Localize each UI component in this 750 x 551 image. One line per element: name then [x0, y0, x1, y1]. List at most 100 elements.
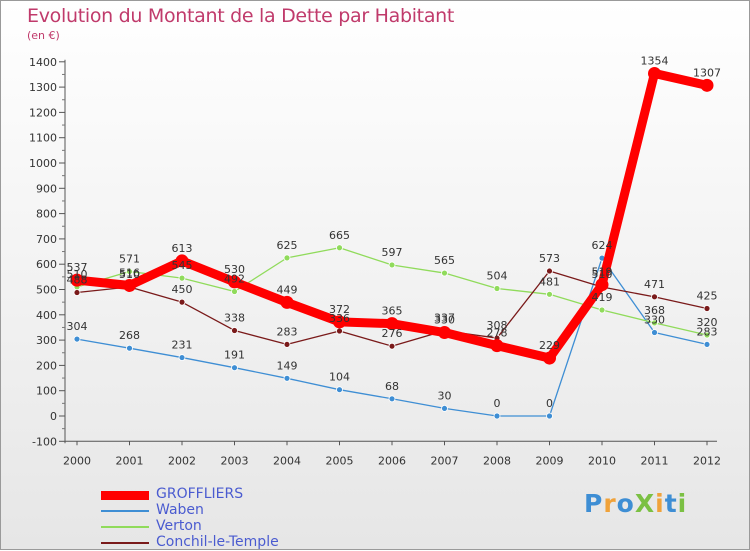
data-label: 68 — [385, 380, 399, 393]
data-label: 229 — [539, 339, 560, 352]
data-point — [231, 327, 238, 334]
data-label: 510 — [592, 268, 613, 281]
y-tick-label: 800 — [36, 208, 57, 221]
x-tick-label: 2012 — [693, 454, 721, 467]
data-label: 276 — [382, 327, 403, 340]
data-point — [648, 66, 661, 80]
data-label: 510 — [67, 268, 88, 281]
legend-label: Conchil-le-Temple — [156, 534, 279, 550]
data-label: 104 — [329, 371, 350, 384]
chart-title: Evolution du Montant de la Dette par Hab… — [27, 5, 455, 27]
x-tick-label: 2007 — [431, 454, 459, 467]
data-label: 565 — [434, 254, 455, 267]
data-label: 320 — [697, 316, 718, 329]
y-tick-label: 0 — [50, 410, 57, 423]
x-tick-label: 2006 — [378, 454, 406, 467]
x-tick-label: 2008 — [483, 454, 511, 467]
data-label: 519 — [592, 266, 613, 279]
data-label: 545 — [172, 259, 193, 272]
data-point — [175, 254, 189, 268]
data-point — [700, 78, 714, 92]
data-point — [70, 273, 84, 287]
data-label: 30 — [438, 389, 452, 402]
data-label: 365 — [382, 305, 403, 318]
y-tick-label: 1000 — [29, 157, 57, 170]
data-point — [336, 244, 343, 252]
data-label: 336 — [329, 312, 350, 325]
y-tick-label: 1300 — [29, 81, 57, 94]
data-label: 268 — [119, 329, 140, 342]
y-tick-label: -100 — [32, 435, 57, 448]
data-point — [283, 374, 291, 382]
data-point — [385, 317, 399, 331]
x-tick-label: 2010 — [588, 454, 616, 467]
data-point — [280, 295, 294, 309]
data-label: 597 — [382, 246, 403, 259]
data-point — [438, 326, 451, 340]
data-label: 338 — [224, 311, 245, 324]
data-label: 372 — [329, 303, 350, 316]
data-point — [388, 261, 396, 269]
data-point — [228, 275, 241, 289]
x-tick-label: 2005 — [326, 454, 354, 467]
data-label: 471 — [644, 278, 665, 291]
y-tick-label: 900 — [36, 182, 57, 195]
x-tick-label: 2002 — [168, 454, 196, 467]
data-point — [73, 289, 81, 296]
data-point — [703, 331, 711, 339]
data-label: 488 — [67, 274, 88, 287]
data-point — [493, 285, 501, 292]
data-label: 231 — [172, 339, 193, 352]
data-point — [123, 278, 136, 292]
data-label: 573 — [539, 252, 560, 265]
data-label: 1354 — [641, 54, 669, 67]
data-point — [73, 335, 81, 343]
y-tick-label: 400 — [36, 309, 57, 322]
data-point — [231, 364, 238, 372]
data-label: 304 — [67, 320, 88, 333]
data-label: 492 — [224, 273, 245, 286]
x-tick-label: 2011 — [641, 454, 669, 467]
data-label: 613 — [172, 242, 193, 255]
legend-swatch — [101, 510, 149, 512]
y-tick-label: 1200 — [29, 106, 57, 119]
data-point — [336, 327, 343, 335]
y-tick-label: 200 — [36, 359, 57, 372]
data-label: 510 — [119, 268, 140, 281]
data-label: 149 — [277, 359, 298, 372]
data-point — [283, 254, 291, 262]
data-point — [651, 319, 658, 327]
legend-label: Waben — [156, 502, 204, 518]
data-point — [595, 278, 609, 292]
y-tick-label: 1100 — [29, 132, 57, 145]
data-label: 283 — [277, 325, 298, 338]
data-label: 278 — [487, 327, 508, 340]
x-tick-label: 2000 — [63, 454, 91, 467]
data-point — [546, 267, 553, 275]
x-tick-label: 2004 — [273, 454, 301, 467]
legend-label: Verton — [156, 518, 202, 534]
data-point — [178, 298, 186, 306]
y-tick-label: 1400 — [29, 56, 57, 69]
legend-swatch — [101, 526, 149, 528]
x-tick-label: 2001 — [116, 454, 144, 467]
data-point — [490, 339, 504, 353]
data-point — [543, 351, 556, 365]
y-tick-label: 500 — [36, 284, 57, 297]
data-point — [178, 354, 186, 361]
data-point — [441, 269, 448, 277]
data-label: 337 — [434, 312, 455, 325]
data-label: 308 — [487, 319, 508, 332]
data-label: 283 — [697, 325, 718, 338]
data-point — [546, 290, 553, 298]
y-tick-label: 300 — [36, 334, 57, 347]
legend-swatch — [101, 542, 149, 544]
data-label: 0 — [546, 397, 553, 410]
data-label: 665 — [329, 229, 350, 242]
data-point — [651, 293, 658, 301]
x-tick-label: 2009 — [536, 454, 564, 467]
data-point — [598, 306, 606, 314]
data-label: 537 — [67, 261, 88, 274]
data-label: 0 — [494, 397, 501, 410]
